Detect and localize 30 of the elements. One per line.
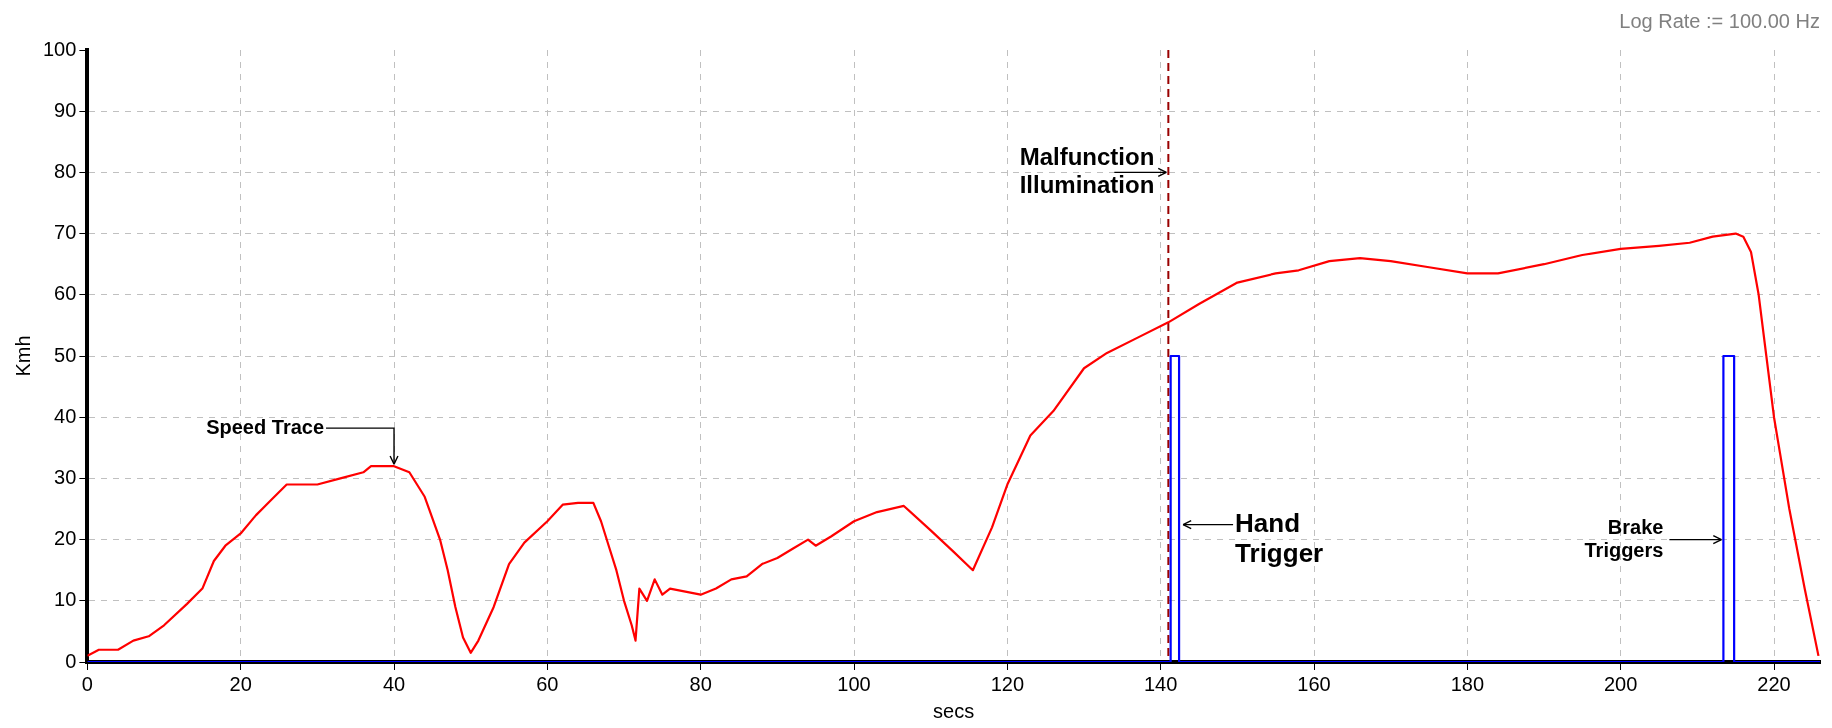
y-tick-label: 0 [65, 649, 77, 672]
annotation: Hand Trigger [1235, 507, 1324, 568]
y-tick-label: 10 [54, 588, 77, 611]
x-tick-label: 140 [1143, 672, 1178, 695]
x-tick-label: 180 [1450, 672, 1485, 695]
y-tick-label: 30 [54, 465, 77, 488]
x-tick-label: 120 [990, 672, 1025, 695]
y-tick-label: 90 [54, 98, 77, 121]
y-tick-label: 50 [54, 343, 77, 366]
y-tick-label: 70 [54, 221, 77, 244]
x-tick-label: 80 [689, 672, 712, 695]
y-tick-label: 80 [54, 159, 77, 182]
y-tick-label: 40 [54, 404, 77, 427]
x-tick-label: 40 [382, 672, 406, 695]
annotation: Malfunction Illumination [1019, 143, 1155, 198]
y-tick-label: 20 [54, 527, 77, 550]
y-tick-label: 100 [42, 37, 77, 60]
x-tick-label: 60 [536, 672, 559, 695]
x-tick-label: 0 [81, 672, 93, 695]
x-tick-label: 160 [1297, 672, 1331, 695]
annotation: Brake Triggers [1584, 515, 1664, 561]
x-tick-label: 100 [837, 672, 871, 695]
text: Log Rate := 100.00 Hz [1619, 9, 1820, 32]
x-tick-label: 200 [1603, 672, 1638, 695]
y-tick-label: 60 [54, 282, 77, 305]
x-tick-label: 220 [1757, 672, 1791, 695]
x-tick-label: 20 [229, 672, 252, 695]
annotation: Speed Trace [206, 415, 325, 438]
x-axis-title: secs [933, 699, 975, 722]
y-axis-title: Kmh [11, 335, 34, 377]
